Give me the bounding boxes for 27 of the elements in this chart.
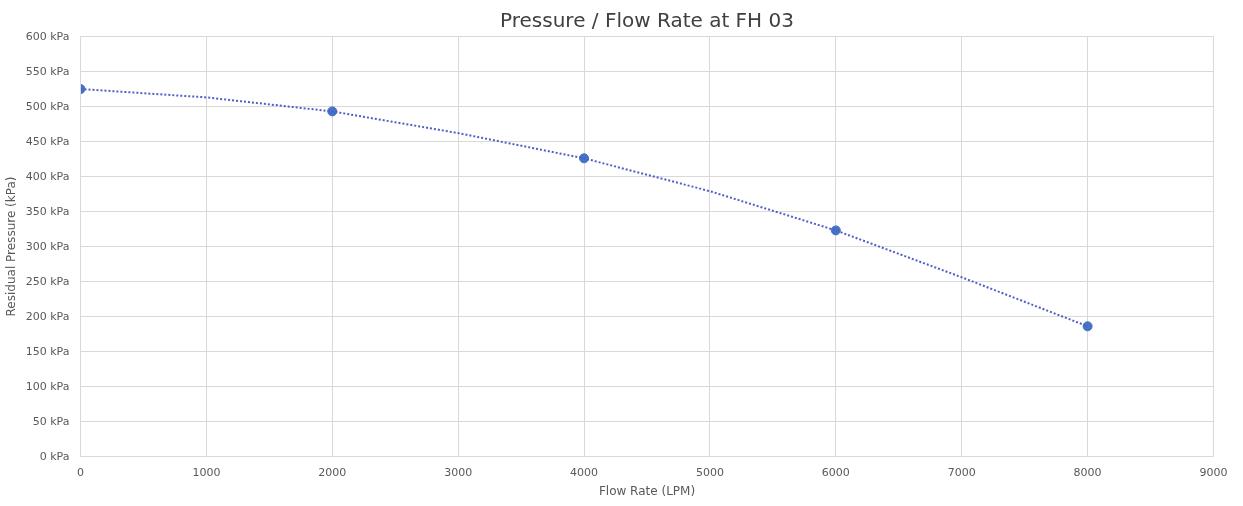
y-tick-label: 350 kPa <box>25 205 70 218</box>
x-tick-label: 9000 <box>1199 465 1228 479</box>
point <box>1082 321 1093 332</box>
x-tick-label: 8000 <box>1073 465 1102 479</box>
x-axis-title: Flow Rate (LPM) <box>598 483 696 498</box>
y-tick-label: 100 kPa <box>25 380 70 393</box>
chart-title: Pressure / Flow Rate at FH 03 <box>500 7 794 32</box>
y-tick-label: 300 kPa <box>25 240 70 253</box>
x-tick-label: 0 <box>77 465 84 479</box>
x-tick-label: 6000 <box>821 465 850 479</box>
y-tick-label: 600 kPa <box>25 30 70 43</box>
y-tick-label: 500 kPa <box>25 100 70 113</box>
x-tick-label: 2000 <box>318 465 347 479</box>
x-tick-label: 5000 <box>695 465 724 479</box>
y-tick-label: 250 kPa <box>25 275 70 288</box>
y-tick-label: 50 kPa <box>32 415 70 428</box>
y-tick-label: 550 kPa <box>25 65 70 78</box>
y-tick-label: 200 kPa <box>25 310 70 323</box>
x-tick-label: 1000 <box>192 465 221 479</box>
y-tick-label: 450 kPa <box>25 135 70 148</box>
y-axis-title: Residual Pressure (kPa) <box>3 176 18 317</box>
x-tick-label: 3000 <box>444 465 473 479</box>
y-tick-label: 150 kPa <box>25 345 70 358</box>
x-tick-label: 4000 <box>570 465 599 479</box>
x-tick-label: 7000 <box>947 465 976 479</box>
y-tick-label: 400 kPa <box>25 170 70 183</box>
y-tick-label: 0 kPa <box>39 450 70 463</box>
